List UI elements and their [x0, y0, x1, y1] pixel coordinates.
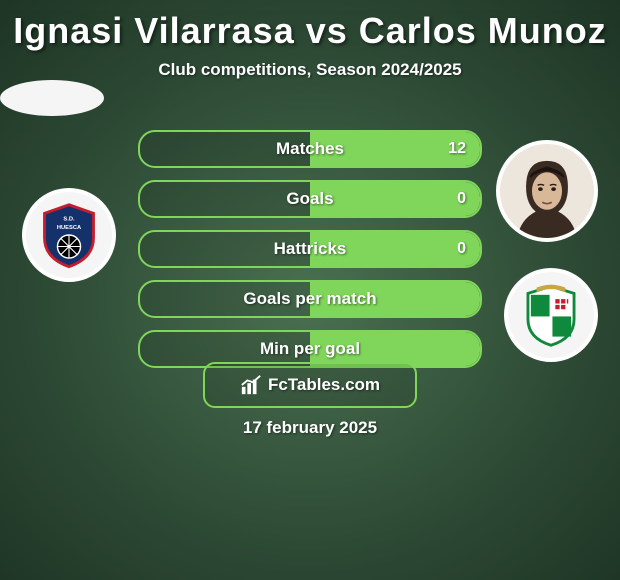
- stat-row: Goals per match: [138, 280, 482, 318]
- stat-label: Goals per match: [243, 289, 376, 309]
- stats-area: Matches 12 Goals 0 Hattricks 0 Goals per match…: [0, 130, 620, 380]
- stat-label: Matches: [276, 139, 344, 159]
- page-subtitle: Club competitions, Season 2024/2025: [0, 60, 620, 80]
- page-title: Ignasi Vilarrasa vs Carlos Munoz: [0, 10, 620, 52]
- stat-row: Matches 12: [138, 130, 482, 168]
- stat-label: Goals: [286, 189, 333, 209]
- stat-value-right: 12: [448, 132, 466, 166]
- stat-label: Min per goal: [260, 339, 360, 359]
- stat-row: Goals 0: [138, 180, 482, 218]
- chart-icon: [240, 374, 262, 396]
- stat-value-right: 0: [457, 232, 466, 266]
- player-left-avatar: [0, 80, 104, 116]
- stat-value-right: 0: [457, 182, 466, 216]
- stat-fill-right: [310, 182, 480, 216]
- stat-row: Hattricks 0: [138, 230, 482, 268]
- stat-label: Hattricks: [274, 239, 347, 259]
- brand-box: FcTables.com: [203, 362, 417, 408]
- brand-text: FcTables.com: [268, 375, 380, 395]
- date-line: 17 february 2025: [0, 418, 620, 438]
